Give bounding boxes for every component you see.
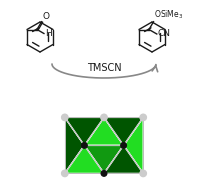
Polygon shape xyxy=(104,145,143,173)
Circle shape xyxy=(62,114,68,121)
Circle shape xyxy=(62,170,68,177)
Circle shape xyxy=(140,170,146,177)
Polygon shape xyxy=(104,117,143,145)
Polygon shape xyxy=(84,145,124,173)
Text: H: H xyxy=(45,29,52,38)
Text: OSiMe$_3$: OSiMe$_3$ xyxy=(154,8,183,21)
Polygon shape xyxy=(84,117,124,145)
Polygon shape xyxy=(65,145,104,173)
Circle shape xyxy=(101,114,107,121)
Text: O: O xyxy=(42,12,49,21)
Circle shape xyxy=(121,143,126,148)
Circle shape xyxy=(82,143,87,148)
Circle shape xyxy=(140,114,146,121)
Circle shape xyxy=(101,171,107,176)
Text: CN: CN xyxy=(158,29,171,39)
Polygon shape xyxy=(65,117,84,173)
Text: TMSCN: TMSCN xyxy=(87,63,121,73)
Polygon shape xyxy=(124,117,143,173)
Polygon shape xyxy=(65,117,104,145)
